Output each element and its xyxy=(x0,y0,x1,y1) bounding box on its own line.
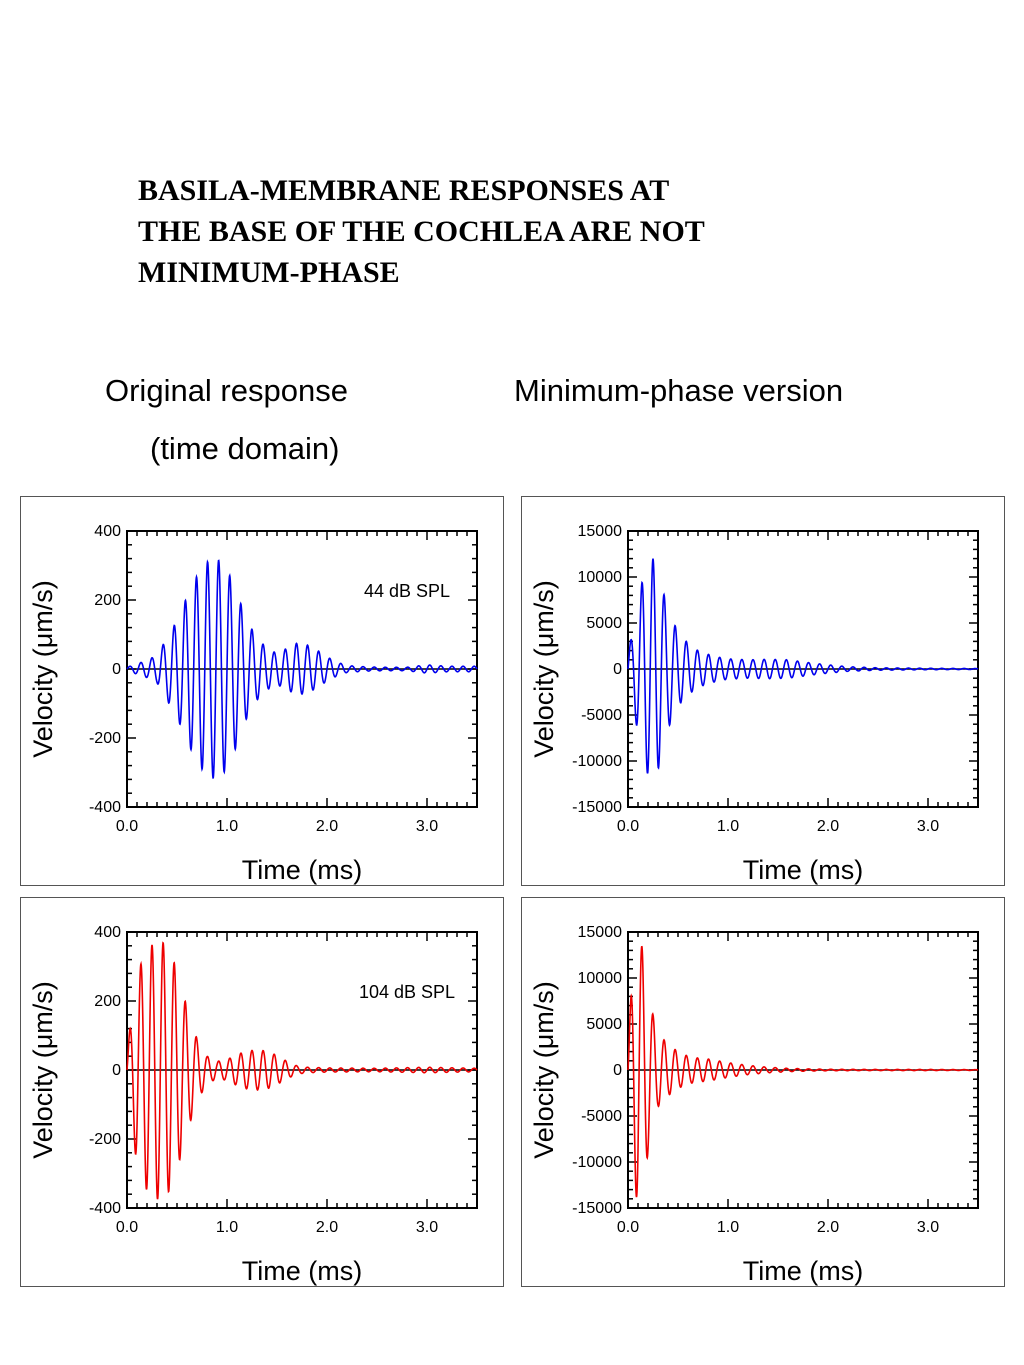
x-tick-label: 3.0 xyxy=(917,1219,939,1236)
y-tick-label: 5000 xyxy=(586,1016,622,1033)
original-response-heading: Original response xyxy=(105,373,348,408)
x-tick-label: 0.0 xyxy=(116,1219,138,1236)
minimum-phase-heading: Minimum-phase version xyxy=(514,373,844,408)
y-tick-label: -10000 xyxy=(572,753,622,770)
y-tick-label: 5000 xyxy=(586,615,622,632)
x-tick-label: 0.0 xyxy=(617,818,639,835)
y-tick-label: 10000 xyxy=(578,569,623,586)
axis-ticks xyxy=(627,530,979,808)
x-tick-label: 1.0 xyxy=(216,1219,238,1236)
level-annotation: 104 dB SPL xyxy=(359,982,455,1002)
chart-panel-minphase-44db: 15000 10000 5000 0 -5000 -10000 -15000 0.0 1.0 2.… xyxy=(521,496,1005,886)
y-tick-label: 0 xyxy=(613,1062,622,1079)
title-line-1: BASILA-MEMBRANE RESPONSES AT xyxy=(138,174,670,207)
x-tick-label: 0.0 xyxy=(617,1219,639,1236)
axis-ticks xyxy=(126,931,478,1209)
series-line xyxy=(126,559,478,779)
slide-title: BASILA-MEMBRANE RESPONSES AT THE BASE OF… xyxy=(138,170,858,293)
series-line xyxy=(627,945,979,1198)
chart-panel-minphase-104db: 15000 10000 5000 0 -5000 -10000 -15000 0.0 1.0 2.… xyxy=(521,897,1005,1287)
y-tick-label: 400 xyxy=(94,523,121,540)
y-tick-label: -200 xyxy=(89,730,121,747)
y-tick-label: -5000 xyxy=(581,707,622,724)
chart-minphase-44db: 15000 10000 5000 0 -5000 -10000 -15000 0.0 1.0 2.… xyxy=(529,523,979,885)
x-tick-label: 0.0 xyxy=(116,818,138,835)
time-domain-subheading: (time domain) xyxy=(150,431,340,466)
y-tick-label: 15000 xyxy=(578,924,623,941)
title-line-2: THE BASE OF THE COCHLEA ARE NOT xyxy=(138,215,705,248)
x-tick-label: 2.0 xyxy=(817,818,839,835)
y-tick-label: 200 xyxy=(94,993,121,1010)
x-axis-label: Time (ms) xyxy=(743,855,863,885)
y-tick-label: -400 xyxy=(89,799,121,816)
y-axis-label: Velocity (μm/s) xyxy=(529,580,559,758)
chart-original-44db: 400 200 0 -200 -400 0.0 1.0 2.0 3.0 Time (ms) Velo… xyxy=(28,523,478,885)
y-tick-label: 0 xyxy=(613,661,622,678)
y-tick-label: -200 xyxy=(89,1131,121,1148)
series-line xyxy=(126,941,478,1200)
y-tick-label: -5000 xyxy=(581,1108,622,1125)
y-tick-label: -400 xyxy=(89,1200,121,1217)
chart-original-104db: 400 200 0 -200 -400 0.0 1.0 2.0 3.0 Time (ms) Velo… xyxy=(28,924,478,1286)
x-axis-label: Time (ms) xyxy=(242,1256,362,1286)
y-axis-label: Velocity (μm/s) xyxy=(529,981,559,1159)
y-tick-label: 15000 xyxy=(578,523,623,540)
x-tick-label: 1.0 xyxy=(717,818,739,835)
x-tick-label: 2.0 xyxy=(316,1219,338,1236)
y-tick-label: -10000 xyxy=(572,1154,622,1171)
y-tick-label: 0 xyxy=(112,1062,121,1079)
series-line xyxy=(627,558,979,774)
x-axis-label: Time (ms) xyxy=(743,1256,863,1286)
y-axis-label: Velocity (μm/s) xyxy=(28,981,58,1159)
x-tick-label: 3.0 xyxy=(917,818,939,835)
y-tick-label: -15000 xyxy=(572,799,622,816)
y-tick-label: 200 xyxy=(94,592,121,609)
level-annotation: 44 dB SPL xyxy=(364,581,450,601)
y-tick-label: 10000 xyxy=(578,970,623,987)
chart-minphase-104db: 15000 10000 5000 0 -5000 -10000 -15000 0.0 1.0 2.… xyxy=(529,924,979,1286)
chart-panel-original-44db: 400 200 0 -200 -400 0.0 1.0 2.0 3.0 Time (ms) Velo… xyxy=(20,496,504,886)
x-tick-label: 3.0 xyxy=(416,818,438,835)
y-tick-label: -15000 xyxy=(572,1200,622,1217)
y-axis-label: Velocity (μm/s) xyxy=(28,580,58,758)
x-tick-label: 1.0 xyxy=(216,818,238,835)
y-tick-label: 0 xyxy=(112,661,121,678)
y-tick-label: 400 xyxy=(94,924,121,941)
chart-panel-original-104db: 400 200 0 -200 -400 0.0 1.0 2.0 3.0 Time (ms) Velo… xyxy=(20,897,504,1287)
x-tick-label: 1.0 xyxy=(717,1219,739,1236)
x-axis-label: Time (ms) xyxy=(242,855,362,885)
x-tick-label: 2.0 xyxy=(316,818,338,835)
x-tick-label: 2.0 xyxy=(817,1219,839,1236)
title-line-3: MINIMUM-PHASE xyxy=(138,256,400,289)
x-tick-label: 3.0 xyxy=(416,1219,438,1236)
